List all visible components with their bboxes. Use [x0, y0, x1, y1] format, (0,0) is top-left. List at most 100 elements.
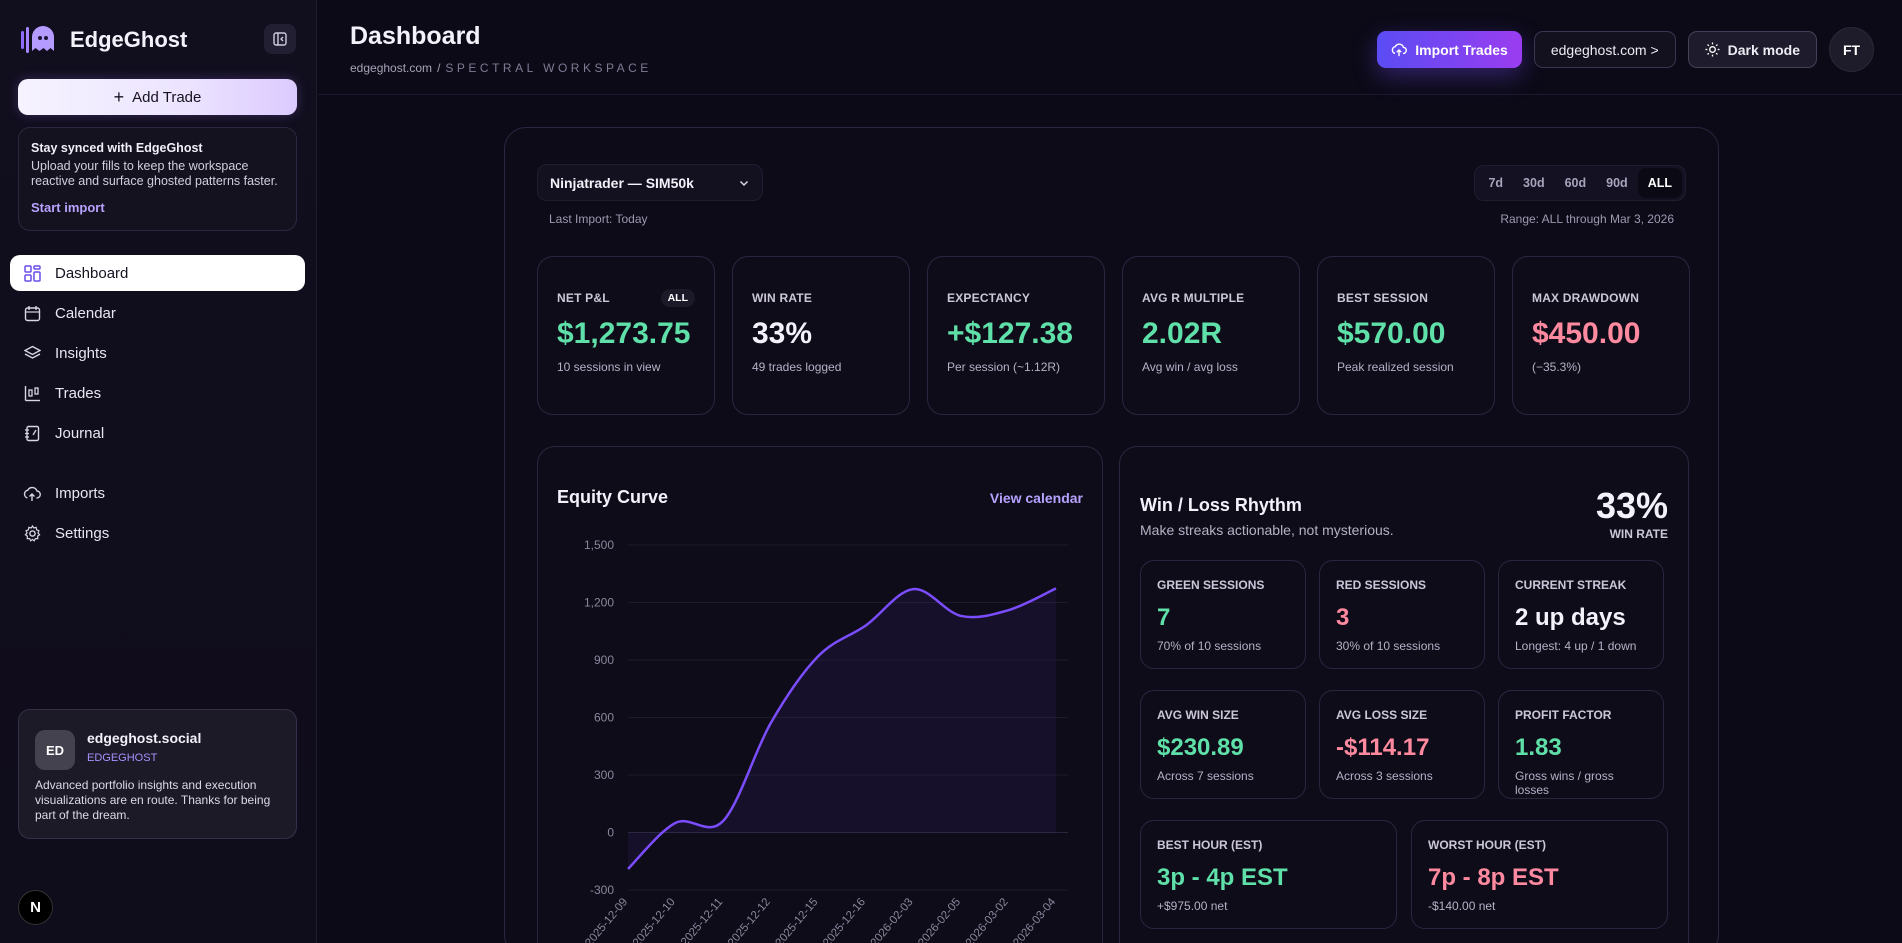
- range-60d[interactable]: 60d: [1564, 176, 1587, 190]
- sidebar-item-dashboard[interactable]: Dashboard: [10, 255, 305, 291]
- equity-line: [627, 587, 1057, 870]
- tile-avg-win-size: AVG WIN SIZE $230.89 Across 7 sessions: [1140, 690, 1306, 799]
- equity-title: Equity Curve: [557, 487, 669, 507]
- kpi-win-rate: WIN RATE 33% 49 trades logged: [732, 256, 910, 415]
- tile-sub: Longest: 4 up / 1 down: [1515, 639, 1637, 653]
- sun-icon: [1705, 42, 1720, 57]
- avatar[interactable]: ED: [35, 730, 75, 770]
- win-loss-title: Win / Loss Rhythm: [1140, 495, 1302, 515]
- tile-label: PROFIT FACTOR: [1515, 708, 1612, 722]
- win-loss-card: Win / Loss Rhythm Make streaks actionabl…: [1119, 446, 1689, 943]
- page-title: Dashboard: [350, 22, 481, 50]
- profile-message: Advanced portfolio insights and executio…: [35, 778, 271, 822]
- sidebar-item-journal[interactable]: Journal: [10, 415, 305, 451]
- kpi-value: 2.02R: [1142, 317, 1223, 350]
- sidebar-item-trades[interactable]: Trades: [10, 375, 305, 411]
- next-badge[interactable]: N: [18, 890, 53, 925]
- x-tick-label: 2026-03-04: [1011, 896, 1058, 943]
- cloud-upload-icon: [1391, 43, 1408, 57]
- site-link-button[interactable]: edgeghost.com >: [1533, 31, 1676, 68]
- sync-card: Stay synced with EdgeGhost Upload your f…: [18, 127, 297, 231]
- tile-sub: 30% of 10 sessions: [1336, 639, 1441, 653]
- win-rate-value: 33%: [1595, 485, 1668, 526]
- tile-label: GREEN SESSIONS: [1157, 578, 1265, 592]
- y-tick-label: 1,500: [584, 538, 614, 552]
- sidebar-item-calendar[interactable]: Calendar: [10, 295, 305, 331]
- dark-mode-toggle[interactable]: Dark mode: [1687, 31, 1817, 68]
- kpi-sub: Avg win / avg loss: [1142, 360, 1238, 374]
- chevron-down-icon: [739, 180, 749, 186]
- range-30d[interactable]: 30d: [1523, 176, 1545, 190]
- y-tick-label: 0: [607, 826, 614, 840]
- x-tick-label: 2025-12-11: [679, 896, 725, 943]
- kpi-sub: Peak realized session: [1337, 360, 1454, 374]
- notebook-icon: [23, 424, 41, 442]
- breadcrumb-site[interactable]: edgeghost.com: [350, 61, 433, 75]
- kpi-sub: 10 sessions in view: [557, 360, 661, 374]
- tile-value: 2 up days: [1515, 604, 1626, 631]
- kpi-label: EXPECTANCY: [947, 291, 1031, 305]
- kpi-sub: 49 trades logged: [752, 360, 842, 374]
- profile-card: ED edgeghost.social EDGEGHOST Advanced p…: [18, 709, 297, 839]
- sidebar-item-insights[interactable]: Insights: [10, 335, 305, 371]
- x-tick-label: 2026-02-05: [916, 896, 963, 943]
- kpi-label: NET P&L: [557, 291, 610, 305]
- range-all[interactable]: ALL: [1637, 168, 1682, 198]
- user-avatar[interactable]: FT: [1829, 27, 1874, 72]
- range-90d[interactable]: 90d: [1606, 176, 1628, 190]
- sidebar-item-label: Imports: [55, 484, 106, 502]
- kpi-value: $450.00: [1532, 317, 1641, 350]
- sidebar-item-imports[interactable]: Imports: [10, 475, 305, 511]
- sidebar-item-label: Calendar: [55, 304, 116, 322]
- kpi-max-drawdown: MAX DRAWDOWN $450.00 (−35.3%): [1512, 256, 1690, 415]
- sidebar-item-label: Journal: [55, 424, 105, 442]
- kpi-best-session: BEST SESSION $570.00 Peak realized sessi…: [1317, 256, 1495, 415]
- plus-icon: +: [113, 87, 125, 107]
- tile-sub: Gross wins / gross losses: [1515, 769, 1614, 797]
- tile-label: RED SESSIONS: [1336, 578, 1427, 592]
- range-selector: 7d 30d 60d 90d ALL: [1474, 165, 1686, 201]
- sync-body: Upload your fills to keep the workspace …: [31, 159, 278, 188]
- start-import-link[interactable]: Start import: [31, 200, 105, 215]
- kpi-label: BEST SESSION: [1337, 291, 1429, 305]
- kpi-label: AVG R MULTIPLE: [1142, 291, 1245, 305]
- collapse-sidebar-button[interactable]: [264, 24, 296, 54]
- x-tick-label: 2025-12-12: [726, 896, 773, 943]
- dashboard-icon: [23, 264, 41, 282]
- tile-green-sessions: GREEN SESSIONS 7 70% of 10 sessions: [1140, 560, 1306, 669]
- kpi-avg-r-multiple: AVG R MULTIPLE 2.02R Avg win / avg loss: [1122, 256, 1300, 415]
- sidebar-item-label: Dashboard: [55, 264, 129, 282]
- tile-label: BEST HOUR (EST): [1157, 838, 1263, 852]
- range-7d[interactable]: 7d: [1488, 176, 1504, 190]
- y-tick-label: 1,200: [584, 596, 614, 610]
- win-loss-subtitle: Make streaks actionable, not mysterious.: [1140, 522, 1394, 538]
- tile-value: $230.89: [1157, 734, 1244, 761]
- cloud-upload-icon: [23, 484, 41, 502]
- tile-sub: Across 3 sessions: [1336, 769, 1433, 783]
- sidebar-item-settings[interactable]: Settings: [10, 515, 305, 551]
- kpi-value: +$127.38: [947, 317, 1073, 350]
- equity-area: [628, 588, 1056, 869]
- x-tick-label: 2025-12-09: [583, 896, 630, 943]
- x-tick-label: 2026-02-03: [869, 896, 916, 943]
- tile-current-streak: CURRENT STREAK 2 up days Longest: 4 up /…: [1498, 560, 1664, 669]
- tile-sub: 70% of 10 sessions: [1157, 639, 1262, 653]
- account-select[interactable]: Ninjatrader — SIM50k: [537, 164, 763, 201]
- sync-title: Stay synced with EdgeGhost: [31, 141, 203, 155]
- breadcrumb-separator: /: [437, 61, 441, 75]
- y-tick-label: -300: [590, 883, 614, 897]
- sidebar-item-label: Trades: [55, 384, 102, 402]
- range-note: Range: ALL through Mar 3, 2026: [1500, 212, 1674, 226]
- import-trades-button[interactable]: Import Trades: [1377, 31, 1522, 68]
- range-pill: ALL: [660, 289, 695, 307]
- tile-sub: +$975.00 net: [1157, 899, 1228, 913]
- tile-label: WORST HOUR (EST): [1428, 838, 1546, 852]
- ghost-logo-icon: [18, 20, 58, 60]
- win-rate-label: WIN RATE: [1609, 527, 1668, 541]
- view-calendar-link[interactable]: View calendar: [989, 490, 1083, 506]
- brand[interactable]: EdgeGhost: [18, 20, 187, 60]
- layers-icon: [23, 344, 41, 362]
- kpi-sub: Per session (~1.12R): [947, 360, 1061, 374]
- add-trade-button[interactable]: + Add Trade: [18, 79, 297, 115]
